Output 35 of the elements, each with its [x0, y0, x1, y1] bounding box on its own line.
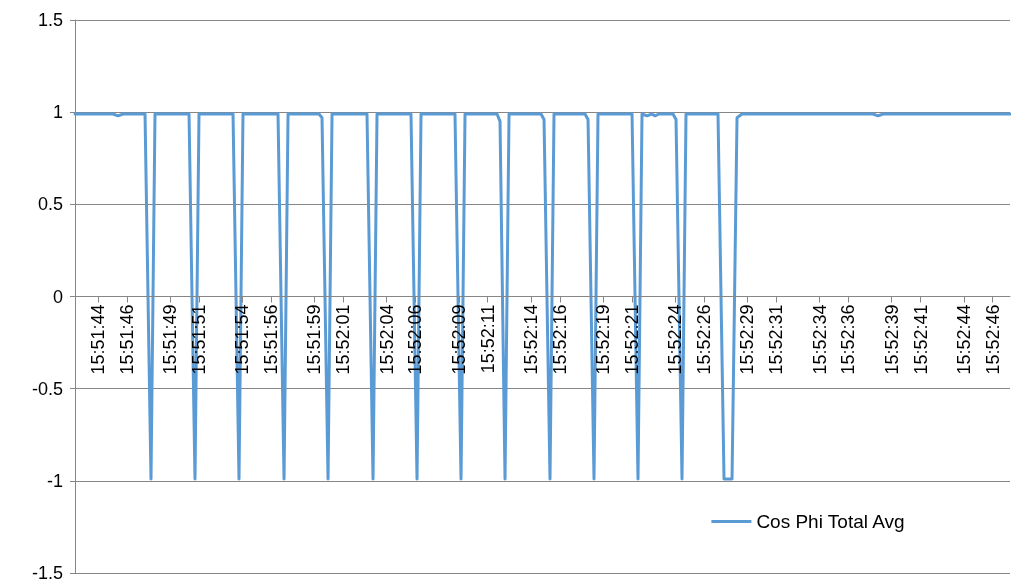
x-tick-label: 15:52:44 [953, 304, 974, 375]
y-tick-label: -1.5 [31, 563, 63, 580]
x-tick-label: 15:52:06 [405, 304, 426, 375]
x-tick-label: 15:52:31 [766, 304, 787, 375]
x-tick-label: 15:52:01 [333, 304, 354, 375]
y-tick-label: 0.5 [37, 194, 63, 215]
x-tick-label: 15:52:09 [448, 304, 469, 375]
y-tick-label: 1 [52, 102, 63, 123]
x-tick-label: 15:52:21 [621, 304, 642, 375]
x-tick-label: 15:51:44 [88, 304, 109, 375]
x-tick-label: 15:52:04 [376, 304, 397, 375]
x-tick-label: 15:52:36 [838, 304, 859, 375]
x-tick-label: 15:52:29 [737, 304, 758, 375]
y-tick-label: 1.5 [37, 10, 63, 30]
x-tick-label: 15:52:19 [593, 304, 614, 375]
x-tick-label: 15:51:49 [160, 304, 181, 375]
x-tick-label: 15:52:34 [809, 304, 830, 375]
x-tick-label: 15:52:16 [549, 304, 570, 375]
x-tick-label: 15:52:39 [881, 304, 902, 375]
legend-label: Cos Phi Total Avg [756, 511, 905, 532]
x-tick-label: 15:52:14 [520, 304, 541, 375]
x-tick-label: 15:52:26 [694, 304, 715, 375]
x-tick-label: 15:51:51 [189, 304, 210, 375]
x-tick-label: 15:52:11 [477, 304, 498, 374]
y-tick-label: 0 [52, 286, 63, 307]
x-tick-label: 15:52:46 [982, 304, 1003, 375]
x-tick-label: 15:51:56 [261, 304, 282, 375]
x-tick-label: 15:51:46 [116, 304, 137, 375]
x-tick-label: 15:51:54 [232, 304, 253, 375]
line-series [73, 112, 1011, 481]
x-tick-label: 15:52:41 [910, 304, 931, 375]
y-tick-label: -1 [46, 470, 63, 491]
x-tick-label: 15:51:59 [304, 304, 325, 375]
x-tick-label: 15:52:24 [665, 304, 686, 375]
y-tick-label: -0.5 [31, 378, 63, 399]
